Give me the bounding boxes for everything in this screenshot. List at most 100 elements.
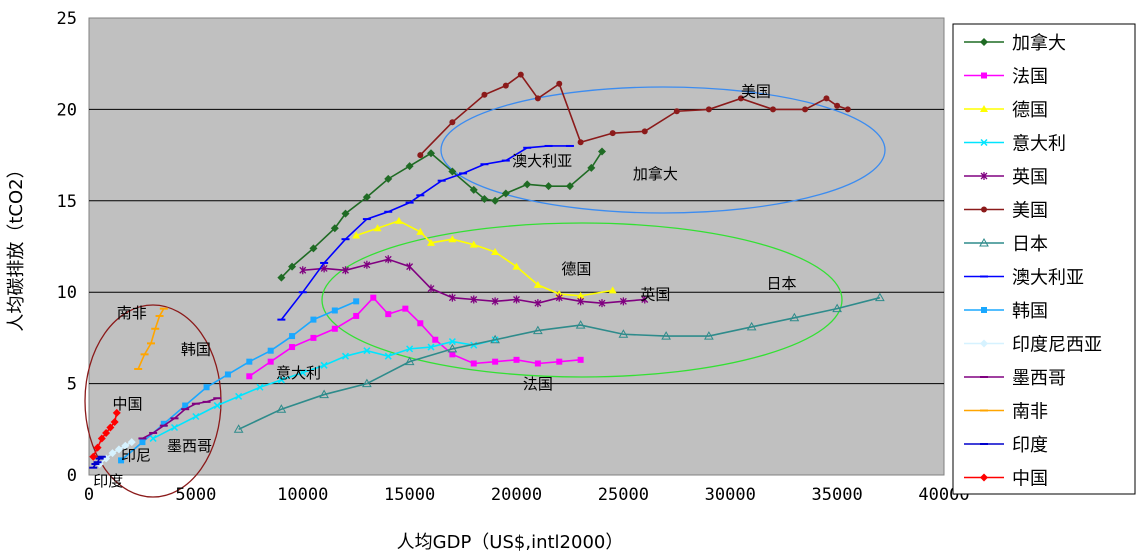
y-tick-label: 20 <box>57 100 77 120</box>
data-point <box>534 95 541 102</box>
annotation-label: 美国 <box>741 83 771 101</box>
data-point <box>160 420 167 427</box>
gridlines <box>89 108 944 385</box>
data-point <box>276 404 287 413</box>
x-tick-label: 15000 <box>384 485 435 505</box>
data-point <box>565 182 574 191</box>
data-point <box>448 293 456 302</box>
data-point <box>534 360 541 367</box>
y-tick-label: 0 <box>67 466 77 486</box>
data-point <box>404 356 415 366</box>
series-南非 <box>134 307 168 370</box>
legend-item: 法国 <box>964 67 1048 88</box>
data-point <box>277 376 285 384</box>
x-tick-label: 0 <box>84 485 94 505</box>
data-point <box>406 262 414 271</box>
data-point <box>427 238 435 246</box>
series-澳大利亚 <box>277 144 574 321</box>
data-point <box>704 331 714 340</box>
legend-label: 加拿大 <box>1012 32 1066 54</box>
data-point <box>406 345 414 353</box>
data-point <box>832 303 842 313</box>
data-point <box>448 167 457 176</box>
data-point <box>834 102 841 109</box>
annotation-label: 中国 <box>112 395 142 413</box>
data-point <box>737 95 744 102</box>
data-point <box>491 196 500 205</box>
data-point <box>110 417 119 426</box>
data-point <box>89 452 98 461</box>
data-point <box>980 105 988 112</box>
data-point <box>576 291 585 299</box>
x-tick-label: 35000 <box>812 485 863 505</box>
data-point <box>427 284 435 293</box>
data-point <box>981 206 987 213</box>
data-point <box>93 443 102 452</box>
data-point <box>641 128 648 135</box>
ellipse-developing <box>84 304 222 498</box>
data-point <box>402 305 409 312</box>
data-point <box>342 266 349 275</box>
legend-item: 意大利 <box>964 134 1066 155</box>
legend-label: 印度尼西亚 <box>1012 335 1102 356</box>
data-point <box>108 449 117 458</box>
data-point <box>320 361 328 369</box>
annotation-label: 加拿大 <box>633 165 678 183</box>
data-point <box>352 231 361 239</box>
data-point <box>556 358 563 365</box>
series-意大利 <box>149 336 499 442</box>
data-point <box>170 423 179 432</box>
data-point <box>980 138 988 147</box>
data-point <box>353 298 360 305</box>
x-ticks: 0 5000 10000 15000 20000 25000 30000 35000 40000 <box>84 485 970 505</box>
data-point <box>330 224 339 233</box>
data-point <box>587 163 596 172</box>
data-point <box>980 473 988 482</box>
data-point <box>823 95 830 102</box>
data-point <box>246 373 253 380</box>
data-point <box>112 408 121 417</box>
data-series <box>89 71 885 469</box>
x-tick-label: 20000 <box>491 485 542 505</box>
data-point <box>417 152 424 159</box>
legend-label: 印度 <box>1012 435 1048 456</box>
legend-item: 墨西哥 <box>964 368 1066 389</box>
data-point <box>448 338 456 346</box>
data-point <box>789 312 800 322</box>
annotation-label: 南非 <box>117 304 147 322</box>
legend-item: 英国 <box>964 167 1048 188</box>
x-tick-label: 30000 <box>705 485 756 505</box>
legend-label: 德国 <box>1012 100 1048 121</box>
annotation-label: 墨西哥 <box>167 437 212 455</box>
data-point <box>432 336 439 343</box>
data-point <box>139 439 146 446</box>
data-point <box>534 299 542 308</box>
data-point <box>533 325 543 335</box>
data-point <box>981 72 987 79</box>
data-point <box>224 371 231 378</box>
y-tick-label: 10 <box>57 283 77 303</box>
data-point <box>555 293 563 302</box>
data-point <box>127 438 136 447</box>
legend-item: 南非 <box>964 402 1048 423</box>
data-point <box>118 457 125 464</box>
data-point <box>289 333 296 340</box>
data-point <box>213 402 221 410</box>
data-point <box>203 384 210 391</box>
annotation-label: 印度 <box>93 472 123 490</box>
series-法国 <box>246 294 584 380</box>
series-line <box>137 308 165 370</box>
data-point <box>97 434 106 443</box>
annotation-label: 德国 <box>561 260 591 278</box>
data-point <box>598 299 606 308</box>
data-point <box>309 244 318 253</box>
series-中国 <box>89 408 121 461</box>
data-point <box>362 193 371 202</box>
data-point <box>384 255 392 264</box>
data-point <box>362 378 372 388</box>
legend-item: 韩国 <box>964 301 1048 322</box>
highlight-ellipses <box>84 86 886 498</box>
series-墨西哥 <box>138 397 222 440</box>
